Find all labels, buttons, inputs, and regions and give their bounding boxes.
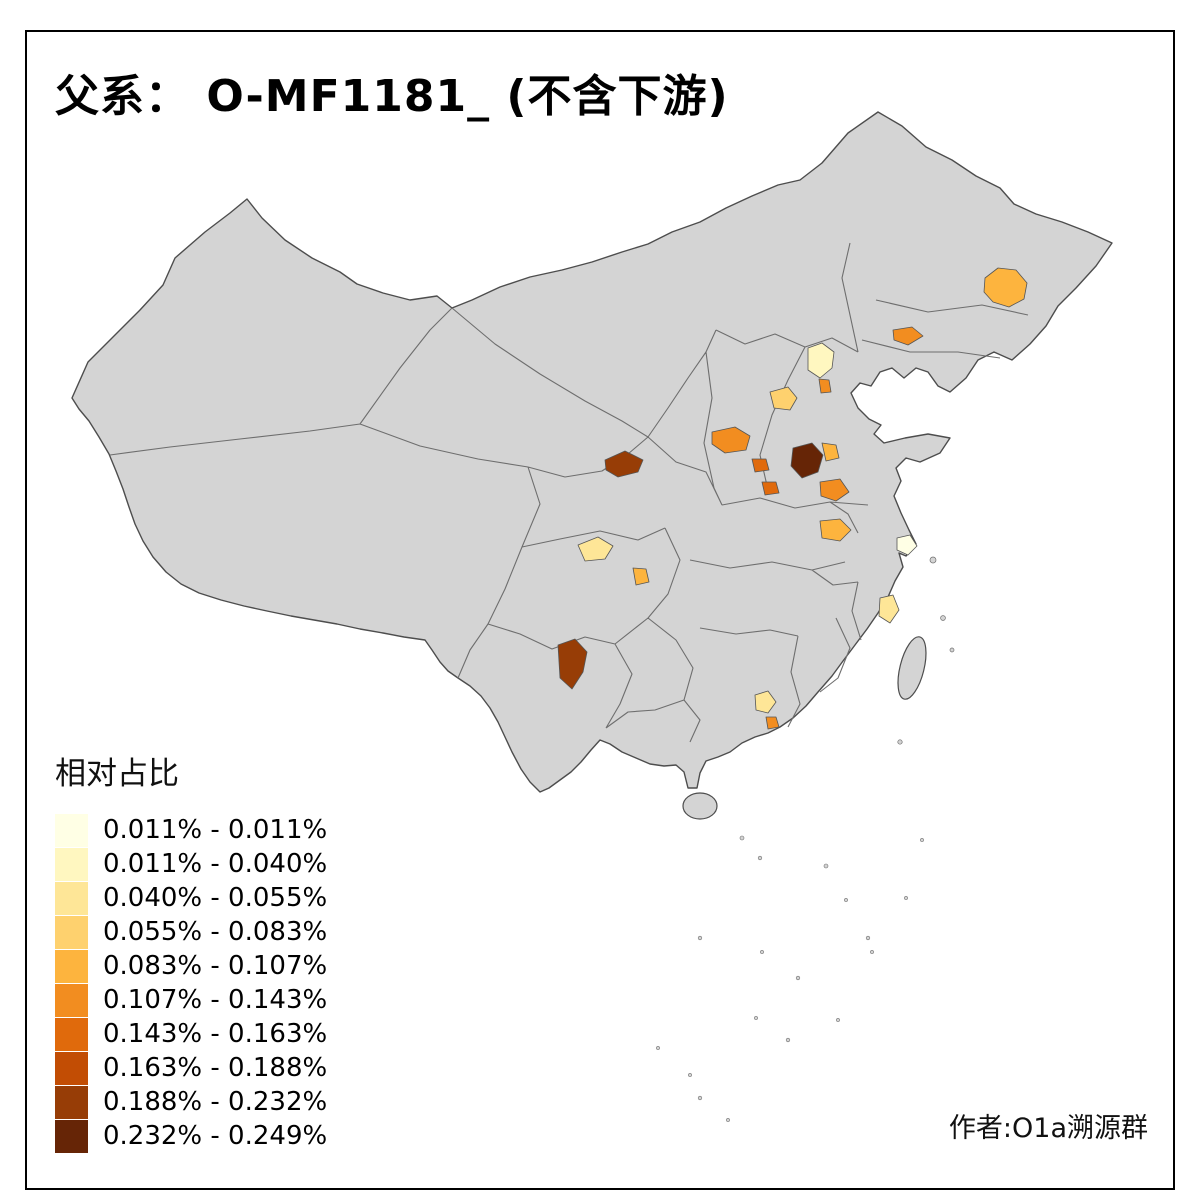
region-highlight-shandong-west [790, 442, 824, 479]
region-highlight-guangdong-north [754, 690, 777, 714]
region-highlight-tianjin [818, 378, 832, 394]
legend-item: 0.040% - 0.055% [55, 881, 327, 915]
region-highlight-liaoning [892, 326, 924, 346]
legend-swatch [55, 813, 88, 847]
legend-label: 0.055% - 0.083% [103, 917, 328, 947]
legend-swatch [55, 949, 88, 983]
legend-item: 0.055% - 0.083% [55, 915, 327, 949]
legend-swatch [55, 1017, 88, 1051]
legend-swatch [55, 1085, 88, 1119]
legend-label: 0.107% - 0.143% [103, 985, 328, 1015]
legend-label: 0.188% - 0.232% [103, 1087, 328, 1117]
region-highlight-jiangsu [819, 518, 852, 542]
legend-item: 0.232% - 0.249% [55, 1119, 327, 1153]
legend-item: 0.143% - 0.163% [55, 1017, 327, 1051]
region-highlight-beijing [807, 342, 835, 379]
province-borders [109, 242, 1029, 743]
taiwan-island [897, 636, 927, 700]
legend-items: 0.011% - 0.011% 0.011% - 0.040% 0.040% -… [55, 813, 327, 1153]
region-highlight-gansu [604, 450, 644, 478]
legend-swatch [55, 847, 88, 881]
legend-swatch [55, 881, 88, 915]
legend: 相对占比 0.011% - 0.011% 0.011% - 0.040% 0.0… [55, 748, 327, 1153]
legend-item: 0.011% - 0.040% [55, 847, 327, 881]
legend-swatch [55, 983, 88, 1017]
region-highlight-shanxi [711, 426, 751, 454]
legend-item: 0.188% - 0.232% [55, 1085, 327, 1119]
legend-label: 0.011% - 0.040% [103, 849, 328, 879]
legend-swatch [55, 915, 88, 949]
legend-item: 0.107% - 0.143% [55, 983, 327, 1017]
region-highlight-hebei-south [751, 458, 770, 473]
legend-item: 0.083% - 0.107% [55, 949, 327, 983]
legend-label: 0.163% - 0.188% [103, 1053, 328, 1083]
region-highlight-shanghai [896, 534, 918, 556]
region-highlight-yunnan [557, 638, 588, 690]
region-highlight-zhejiang [878, 594, 900, 624]
region-highlight-chongqing [632, 567, 650, 586]
region-highlight-northeast [983, 267, 1028, 308]
region-highlight-shandong-north [821, 442, 840, 462]
legend-label: 0.011% - 0.011% [103, 815, 328, 845]
legend-item: 0.011% - 0.011% [55, 813, 327, 847]
south-sea-islands [656, 556, 955, 1122]
legend-label: 0.232% - 0.249% [103, 1121, 328, 1151]
region-highlight-chengdu [577, 536, 614, 562]
legend-label: 0.040% - 0.055% [103, 883, 328, 913]
legend-label: 0.143% - 0.163% [103, 1019, 328, 1049]
china-outline [71, 111, 1113, 793]
legend-label: 0.083% - 0.107% [103, 951, 328, 981]
legend-item: 0.163% - 0.188% [55, 1051, 327, 1085]
page-title: 父系： O-MF1181_ (不含下游) [55, 71, 729, 122]
legend-swatch [55, 1051, 88, 1085]
legend-swatch [55, 1119, 88, 1153]
region-highlight-henan [761, 481, 780, 496]
hainan-island [682, 792, 718, 820]
credit-text: 作者:O1a溯源群 [948, 1113, 1148, 1144]
region-highlight-shandong-south [819, 478, 850, 502]
region-highlight-hebei [769, 386, 798, 411]
region-highlight-guangdong [765, 716, 780, 730]
legend-title: 相对占比 [55, 756, 179, 792]
